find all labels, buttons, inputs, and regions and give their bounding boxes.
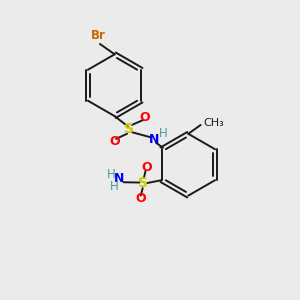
Text: S: S	[124, 122, 134, 136]
Text: H: H	[110, 181, 119, 194]
Text: H: H	[107, 168, 116, 181]
Text: O: O	[135, 192, 146, 205]
Text: O: O	[140, 110, 150, 124]
Text: O: O	[141, 161, 152, 174]
Text: S: S	[138, 176, 148, 190]
Text: N: N	[114, 172, 124, 185]
Text: O: O	[110, 135, 120, 148]
Text: Br: Br	[91, 29, 106, 42]
Text: N: N	[149, 133, 160, 146]
Text: CH₃: CH₃	[203, 118, 224, 128]
Text: H: H	[159, 127, 168, 140]
